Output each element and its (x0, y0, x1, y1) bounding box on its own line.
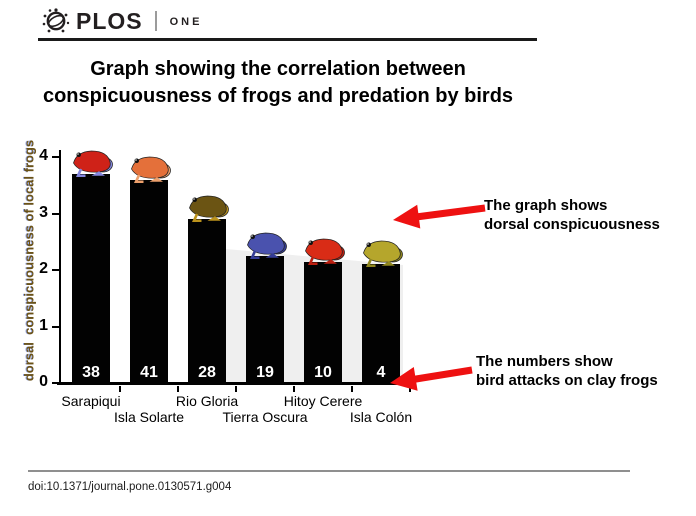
journal-name: ONE (169, 16, 203, 28)
bar-Sarapiqui: 38 (72, 173, 110, 385)
x-axis-tick (177, 386, 179, 392)
page-title: Graph showing the correlation between co… (0, 56, 556, 110)
blue-frog-icon (243, 225, 291, 259)
plos-one-logo: PLOS ONE (42, 6, 202, 36)
y-axis-line (59, 150, 61, 385)
bar-value-label: 19 (256, 364, 274, 381)
annotation-arrow-icon (393, 204, 486, 229)
x-axis-tick (351, 386, 353, 392)
doi-text: doi:10.1371/journal.pone.0130571.g004 (28, 481, 232, 493)
orange-frog-icon (127, 149, 175, 183)
annotation-conspicuousness: The graph shows dorsal conspicuousness (484, 196, 660, 234)
logo-divider (154, 11, 157, 31)
bar-value-label: 41 (140, 363, 158, 381)
bar-Rio Gloria: 28 (188, 219, 226, 385)
y-axis-tick (52, 382, 59, 384)
y-axis-tick (52, 212, 59, 215)
bar-Isla Colón: 4 (362, 264, 400, 385)
annotation-line: dorsal conspicuousness (484, 216, 660, 233)
page-title-line2: conspicuousness of frogs and predation b… (42, 85, 514, 107)
header-rule (38, 38, 537, 41)
x-category-label: Hitoy Cerere (283, 393, 363, 409)
bar-value-label: 38 (82, 363, 100, 381)
yellow-striped-dark-frog-icon (185, 188, 233, 223)
x-category-label: Rio Gloria (175, 393, 239, 409)
y-tick-label: 1 (39, 316, 48, 334)
x-axis-tick (119, 386, 121, 392)
annotation-bird-attacks: The numbers show bird attacks on clay fr… (476, 352, 658, 390)
page-title-line1: Graph showing the correlation between (90, 58, 466, 80)
bar-Hitoy Cerere: 10 (304, 261, 342, 385)
y-tick-label: 2 (39, 260, 48, 277)
bar-value-label: 28 (198, 363, 216, 381)
annotation-line: The graph shows (484, 197, 608, 214)
x-axis-tick (293, 386, 295, 392)
x-axis-line (57, 382, 404, 385)
y-tick-label: 3 (39, 203, 48, 221)
y-axis-tick (52, 156, 59, 158)
bar-Tierra Oscura: 19 (246, 255, 284, 385)
x-axis-tick (409, 386, 411, 392)
x-axis-tick (235, 386, 237, 392)
bars-layer: 0 1 2 3 4 38 Sarapiqui 41 Isla Solarte 28 Rio Glor… (0, 135, 460, 435)
annotation-line: The numbers show (476, 353, 613, 370)
yellow-green-frog-icon (359, 233, 407, 268)
y-axis-tick (52, 269, 59, 271)
y-tick-label: 0 (39, 373, 48, 390)
x-category-label: Isla Solarte (113, 409, 185, 425)
y-axis-tick (52, 325, 59, 328)
bar-Isla Solarte: 41 (130, 179, 168, 385)
brand-name: PLOS (76, 7, 143, 34)
red-frog-icon (301, 231, 349, 265)
x-category-label: Isla Colón (349, 409, 413, 425)
x-category-label: Tierra Oscura (222, 409, 308, 425)
x-category-label: Sarapiqui (61, 393, 121, 409)
plos-logo-icon (42, 7, 70, 35)
annotation-arrow-icon (390, 366, 473, 391)
bar-value-label: 4 (376, 363, 386, 381)
y-tick-label: 4 (39, 147, 48, 164)
annotation-line: bird attacks on clay frogs (476, 372, 658, 389)
red-frog-blue-legs-icon (69, 143, 117, 177)
footer-rule (28, 470, 630, 472)
bar-value-label: 10 (314, 363, 332, 381)
